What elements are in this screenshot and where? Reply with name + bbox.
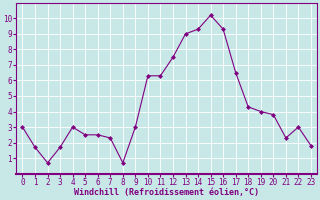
X-axis label: Windchill (Refroidissement éolien,°C): Windchill (Refroidissement éolien,°C) bbox=[74, 188, 259, 197]
